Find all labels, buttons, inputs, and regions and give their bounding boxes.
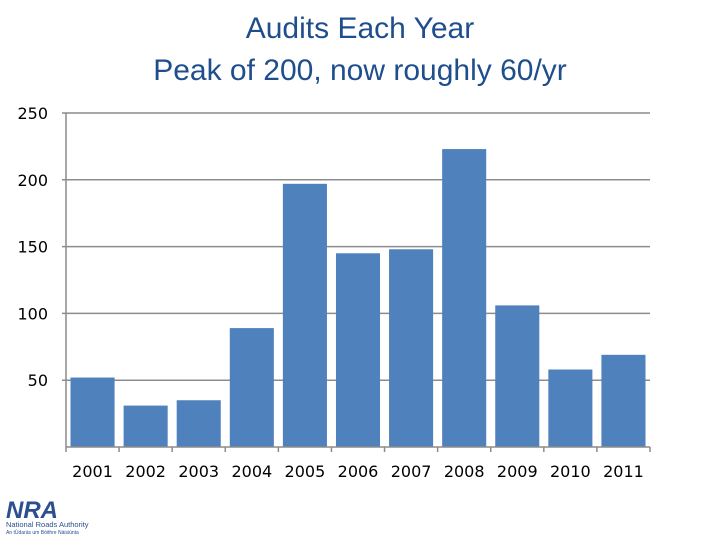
bar-2001 <box>70 377 115 447</box>
x-tick-label-2001: 2001 <box>72 462 113 481</box>
logo-tagline: An tÚdarás um Bóithre Náisiúnta <box>6 529 79 536</box>
chart-title: Audits Each Year Peak of 200, now roughl… <box>0 8 720 92</box>
x-tick-label-2004: 2004 <box>231 462 272 481</box>
x-tick-label-2007: 2007 <box>391 462 432 481</box>
x-tick-label-2002: 2002 <box>125 462 166 481</box>
x-tick-label-2011: 2011 <box>603 462 644 481</box>
bar-2009 <box>495 305 540 447</box>
y-tick-label-150: 150 <box>17 238 48 257</box>
chart-title-line-2: Peak of 200, now roughly 60/yr <box>153 54 567 87</box>
x-tick-label-2009: 2009 <box>497 462 538 481</box>
y-tick-label-100: 100 <box>17 304 48 323</box>
bar-2007 <box>389 249 434 447</box>
bar-2008 <box>442 149 487 447</box>
x-tick-label-2003: 2003 <box>178 462 219 481</box>
x-tick-label-2006: 2006 <box>338 462 379 481</box>
y-tick-label-50: 50 <box>28 371 48 390</box>
bar-2005 <box>282 183 327 448</box>
bar-2006 <box>335 253 381 447</box>
y-tick-label-200: 200 <box>17 171 48 190</box>
bar-2010 <box>548 369 593 447</box>
logo-subtitle: National Roads Authority <box>6 520 89 529</box>
x-tick-label-2005: 2005 <box>285 462 326 481</box>
chart-title-line-1: Audits Each Year <box>245 12 475 45</box>
bar-2003 <box>176 400 221 447</box>
x-tick-label-2008: 2008 <box>444 462 485 481</box>
bar-2002 <box>123 405 168 447</box>
bar-2011 <box>601 354 646 447</box>
bar-2004 <box>229 328 274 447</box>
logo-mark: NRA <box>6 497 58 524</box>
nra-logo: NRA National Roads Authority An tÚdarás … <box>6 497 89 536</box>
y-tick-label-250: 250 <box>17 104 48 123</box>
x-tick-label-2010: 2010 <box>550 462 591 481</box>
